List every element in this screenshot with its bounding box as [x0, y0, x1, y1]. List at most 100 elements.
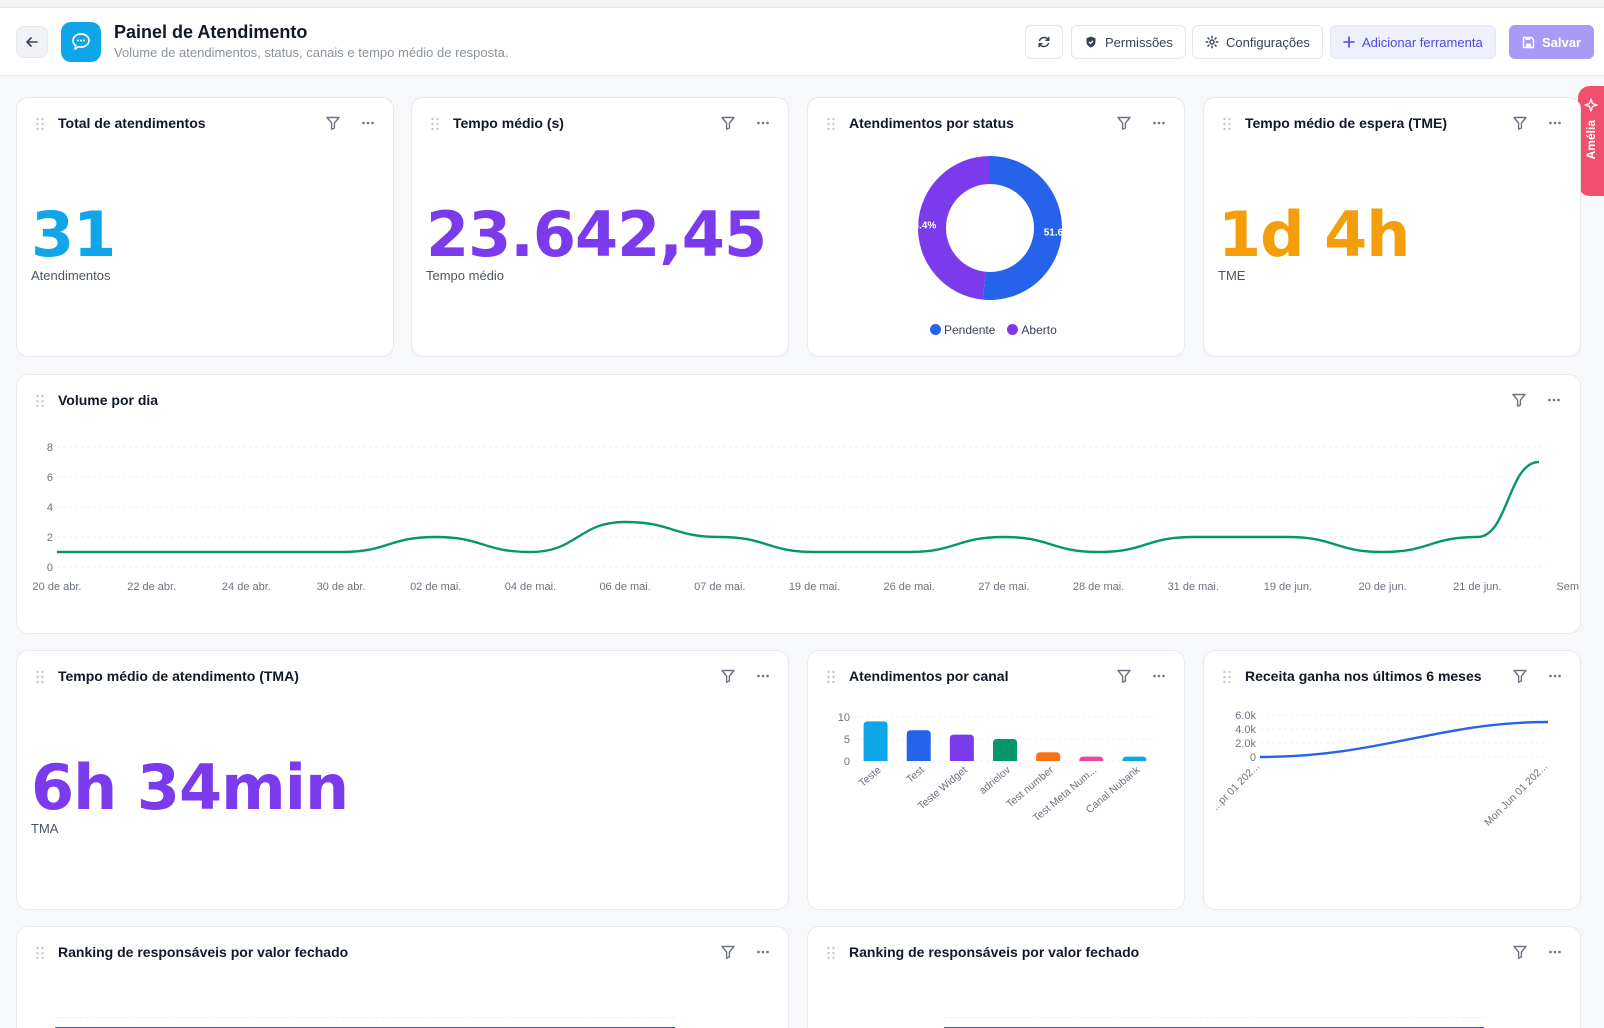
filter-icon[interactable] [719, 114, 737, 132]
donut-slice-label: 51.6% [1044, 227, 1072, 238]
more-options-icon[interactable] [1150, 667, 1168, 685]
legend-item[interactable]: Pendente [930, 323, 995, 337]
filter-icon[interactable] [1510, 391, 1528, 409]
more-options-icon[interactable] [754, 114, 772, 132]
drag-handle-icon[interactable] [35, 946, 45, 960]
x-tick-label: 06 de mai. [599, 581, 650, 593]
x-tick-label: Mon Jun 01 202... [1482, 761, 1550, 829]
save-label: Salvar [1542, 34, 1582, 50]
x-tick-label: 27 de mai. [978, 581, 1029, 593]
y-tick-label: 4.0k [1235, 724, 1256, 736]
filter-icon[interactable] [1511, 114, 1529, 132]
legend-label: Pendente [944, 323, 996, 337]
x-tick-label: 24 de abr. [222, 581, 271, 593]
filter-icon[interactable] [719, 667, 737, 685]
card-title: Ranking de responsáveis por valor fechad… [849, 944, 1140, 960]
card-tme: Tempo médio de espera (TME) 1d 4h TME [1203, 97, 1581, 357]
drag-handle-icon[interactable] [35, 394, 45, 408]
card-receita: Receita ganha nos últimos 6 meses 0 2.0k 4… [1203, 650, 1581, 910]
more-options-icon[interactable] [1546, 943, 1564, 961]
page-subtitle: Volume de atendimentos, status, canais e… [114, 45, 509, 60]
card-volume-por-dia: Volume por dia 0 2 4 6 8 20 de abr. 22 de abr.… [16, 374, 1581, 634]
filter-icon[interactable] [719, 943, 737, 961]
shield-icon [1086, 36, 1096, 48]
donut-slice-label: 48.4% [908, 221, 936, 232]
more-options-icon[interactable] [754, 667, 772, 685]
card-title: Total de atendimentos [58, 115, 206, 131]
volume-line-chart: 0 2 4 6 8 20 de abr. 22 de abr. 24 de abr. 30 de… [33, 442, 1580, 593]
status-donut-chart: 51.6% 48.4% [908, 156, 1072, 300]
filter-icon[interactable] [1115, 667, 1133, 685]
page-header: Painel de Atendimento Volume de atendime… [0, 8, 1604, 76]
permissions-button[interactable]: Permissões [1071, 25, 1186, 59]
more-options-icon[interactable] [1545, 391, 1563, 409]
y-tick-label: 10 [838, 712, 850, 724]
filter-icon[interactable] [1511, 943, 1529, 961]
page-title: Painel de Atendimento [114, 22, 308, 42]
bar [863, 721, 888, 761]
card-tempo-medio: Tempo médio (s) 23.642,45 Tempo médio [411, 97, 789, 357]
y-tick-label: 0 [1250, 752, 1256, 764]
x-tick-label: 19 de jun. [1264, 581, 1312, 593]
x-tick-label: 04 de mai. [505, 581, 556, 593]
x-tick-label: Teste [857, 764, 884, 789]
more-options-icon[interactable] [359, 114, 377, 132]
bar [1079, 756, 1104, 761]
card-title: Tempo médio de espera (TME) [1245, 115, 1447, 131]
kpi-label: TMA [31, 821, 59, 836]
drag-handle-icon[interactable] [35, 117, 45, 131]
more-options-icon[interactable] [1150, 114, 1168, 132]
drag-handle-icon[interactable] [1222, 117, 1232, 131]
x-tick-label: 28 de mai. [1073, 581, 1124, 593]
x-tick-label: 26 de mai. [884, 581, 935, 593]
y-tick-label: 8 [47, 442, 53, 454]
card-title: Tempo médio de atendimento (TMA) [58, 668, 299, 684]
bar [949, 734, 974, 761]
more-options-icon[interactable] [1546, 667, 1564, 685]
x-tick-label: adrielov [977, 764, 1013, 797]
drag-handle-icon[interactable] [826, 946, 836, 960]
x-tick-label: 07 de mai. [694, 581, 745, 593]
x-tick-label: 21 de jun. [1453, 581, 1501, 593]
bar [1036, 752, 1061, 761]
y-tick-label: 2.0k [1235, 738, 1256, 750]
bar [906, 730, 931, 761]
save-button[interactable]: Salvar [1509, 25, 1595, 59]
add-tool-label: Adicionar ferramenta [1362, 34, 1483, 50]
card-title: Tempo médio (s) [453, 115, 564, 131]
settings-button[interactable]: Configurações [1192, 25, 1323, 59]
more-options-icon[interactable] [754, 943, 772, 961]
bar [993, 739, 1017, 761]
settings-label: Configurações [1226, 34, 1310, 50]
chart-gridline [55, 1017, 675, 1018]
card-atendimentos-por-canal: Atendimentos por canal 0 5 10 Teste Test Test… [807, 650, 1185, 910]
drag-handle-icon[interactable] [826, 117, 836, 131]
drag-handle-icon[interactable] [1222, 670, 1232, 684]
filter-icon[interactable] [1115, 114, 1133, 132]
x-tick-label: 31 de mai. [1168, 581, 1219, 593]
y-tick-label: 5 [844, 734, 850, 746]
drag-handle-icon[interactable] [35, 670, 45, 684]
card-title: Atendimentos por canal [849, 668, 1009, 684]
series-line [56, 460, 1540, 554]
y-tick-label: 4 [47, 502, 53, 514]
amelia-label: Amélia [1584, 120, 1598, 160]
drag-handle-icon[interactable] [826, 670, 836, 684]
card-ranking-2: Ranking de responsáveis por valor fechad… [807, 926, 1581, 1028]
drag-handle-icon[interactable] [430, 117, 440, 131]
refresh-button[interactable] [1025, 25, 1063, 59]
card-title: Atendimentos por status [849, 115, 1014, 131]
kpi-label: Atendimentos [31, 268, 111, 283]
add-tool-button[interactable]: Adicionar ferramenta [1330, 25, 1496, 59]
filter-icon[interactable] [1511, 667, 1529, 685]
more-options-icon[interactable] [1546, 114, 1564, 132]
back-button[interactable] [16, 26, 48, 58]
legend-item[interactable]: Aberto [1007, 323, 1057, 337]
x-tick-label: 19 de mai. [789, 581, 840, 593]
filter-icon[interactable] [324, 114, 342, 132]
amelia-side-tab[interactable]: Amélia [1578, 86, 1604, 196]
chart-gridline [944, 1017, 1484, 1018]
y-tick-label: 6 [47, 472, 53, 484]
window-top-strip [0, 0, 1604, 8]
legend-swatch [1007, 324, 1019, 335]
